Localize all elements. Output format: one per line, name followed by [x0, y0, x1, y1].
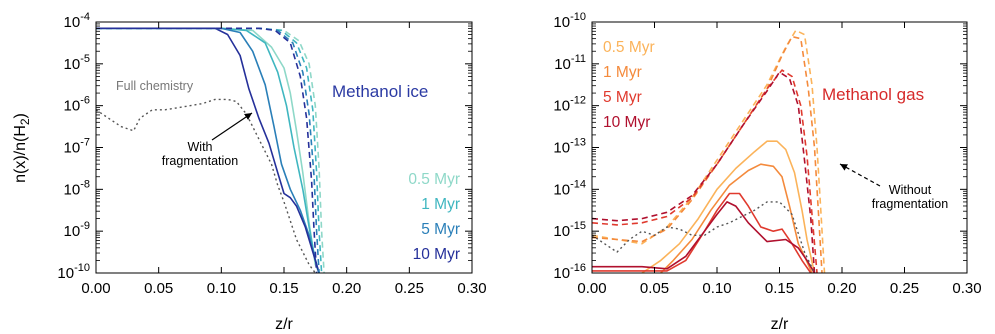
y-tick-label: 10-15: [553, 220, 586, 240]
without-fragmentation-label-1: Without: [889, 183, 932, 197]
legend-entry: 10 Myr: [603, 114, 650, 131]
series-line-10-myr: [96, 27, 320, 273]
without-fragmentation-label-2: fragmentation: [872, 197, 948, 211]
x-tick-label: 0.05: [640, 280, 669, 297]
annotation-arrow: [839, 163, 881, 187]
x-tick-label: 0.05: [144, 280, 173, 297]
methanol-ice-panel: 0.00 0.05 0.10 0.15 0.20 0.25 0.30 10-10 10-9 10-…: [12, 11, 487, 333]
y-tick-label: 10-9: [64, 220, 90, 240]
y-tick-label: 10-10: [57, 262, 90, 282]
x-tick-label: 0.10: [207, 280, 236, 297]
x-tick-label: 0.15: [269, 280, 298, 297]
legend-entry: 0.5 Myr: [408, 171, 460, 188]
legend-entry: 1 Myr: [603, 64, 642, 81]
x-tick-label: 0.20: [332, 280, 361, 297]
legend-entry: 5 Myr: [603, 89, 642, 106]
series-line-0-5-myr-no-frag: [592, 29, 826, 273]
x-axis-label: z/r: [771, 316, 789, 333]
y-tick-label: 10-7: [64, 137, 90, 157]
x-tick-label: 0.00: [81, 280, 110, 297]
y-tick-label: 10-6: [64, 95, 90, 115]
series-line-10-myr-no-frag: [96, 27, 318, 273]
series-line-full-chemistry: [96, 98, 316, 273]
y-axis-label: n(x)/n(H2): [12, 113, 32, 183]
methanol-gas-panel: 0.00 0.05 0.10 0.15 0.20 0.25 0.30 10-16 10-15 10…: [553, 11, 981, 333]
series-line-5-myr-no-frag: [592, 69, 818, 273]
series-line-1-myr: [660, 163, 813, 273]
series-line-5-myr-no-frag: [96, 27, 320, 273]
y-tick-label: 10-5: [64, 53, 90, 73]
y-tick-label: 10-8: [64, 178, 90, 198]
series-line-1-myr: [96, 27, 320, 273]
series-line-1-myr-no-frag: [592, 35, 823, 273]
chart-title-methanol-gas: Methanol gas: [822, 85, 924, 104]
y-tick-label: 10-4: [64, 11, 90, 31]
x-tick-label: 0.00: [577, 280, 606, 297]
y-tick-label: 10-16: [553, 262, 586, 282]
x-tick-label: 0.25: [395, 280, 424, 297]
with-fragmentation-label-1: With: [188, 140, 213, 154]
full-chemistry-label: Full chemistry: [116, 79, 194, 93]
y-tick-label: 10-12: [553, 95, 586, 115]
x-tick-label: 0.10: [702, 280, 731, 297]
series-line-10-myr: [592, 201, 816, 273]
x-tick-label: 0.25: [890, 280, 919, 297]
y-tick-label: 10-14: [553, 178, 586, 198]
series-line-5-myr: [96, 27, 320, 273]
annotation-arrow: [211, 112, 253, 141]
x-tick-label: 0.30: [952, 280, 981, 297]
series-line-0-5-myr: [641, 140, 816, 273]
y-tick-label: 10-10: [553, 11, 586, 31]
legend-entry: 10 Myr: [413, 246, 460, 263]
legend-entry: 0.5 Myr: [603, 39, 655, 56]
x-tick-label: 0.30: [457, 280, 486, 297]
x-tick-label: 0.15: [765, 280, 794, 297]
x-axis-label: z/r: [275, 316, 293, 333]
series-line-full-chemistry: [592, 201, 816, 273]
series-line-5-myr: [592, 192, 812, 273]
x-tick-label: 0.20: [827, 280, 856, 297]
legend-entry: 5 Myr: [421, 221, 460, 238]
with-fragmentation-label-2: fragmentation: [162, 154, 238, 168]
plot-frame: [95, 21, 473, 274]
chart-title-methanol-ice: Methanol ice: [332, 82, 428, 101]
legend-entry: 1 Myr: [421, 196, 460, 213]
y-tick-label: 10-13: [553, 137, 586, 157]
y-tick-label: 10-11: [554, 53, 586, 73]
series-line-10-myr-no-frag: [592, 71, 816, 273]
